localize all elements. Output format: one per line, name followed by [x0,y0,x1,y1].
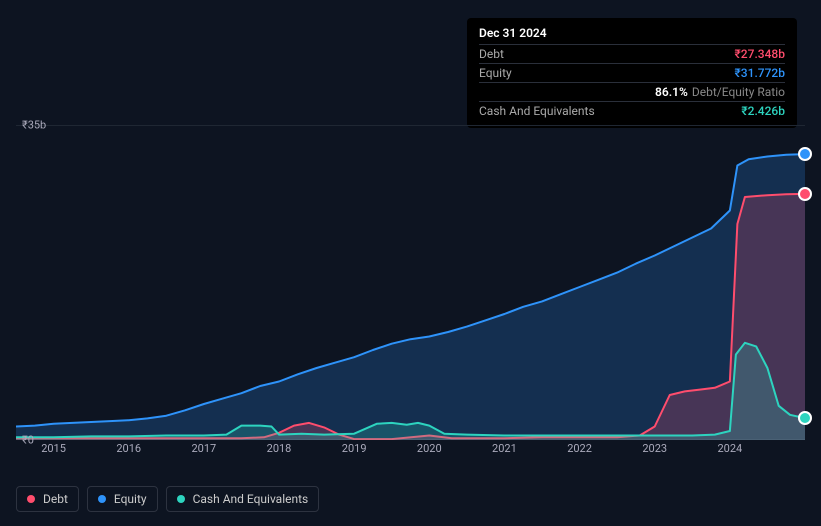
series-end-marker [798,147,812,161]
series-end-marker [798,187,812,201]
x-axis-label: 2021 [492,442,517,455]
chart-container: 2015 2016 2017 2018 2019 2020 2021 2022 2023 2024… [16,125,805,465]
tooltip-value: ₹31.772b [735,66,785,80]
legend: Debt Equity Cash And Equivalents [16,486,319,512]
tooltip-label: Equity [479,66,512,80]
legend-item-cash[interactable]: Cash And Equivalents [166,486,320,512]
legend-item-debt[interactable]: Debt [16,486,79,512]
x-axis-label: 2019 [342,442,367,455]
y-axis-label: ₹0 [22,434,34,447]
x-axis-label: 2015 [41,442,66,455]
y-axis-label: ₹35b [22,119,34,132]
tooltip-row-cash: Cash And Equivalents ₹2.426b [479,101,785,120]
legend-label: Cash And Equivalents [193,492,309,506]
tooltip-row-debt: Debt ₹27.348b [479,44,785,63]
x-axis-label: 2018 [267,442,292,455]
x-axis-label: 2023 [642,442,667,455]
x-axis: 2015 2016 2017 2018 2019 2020 2021 2022 2023 2024 [16,440,805,458]
tooltip-row-ratio: 86.1% Debt/Equity Ratio [479,82,785,101]
chart-tooltip: Dec 31 2024 Debt ₹27.348b Equity ₹31.772… [467,18,797,128]
x-axis-label: 2024 [717,442,742,455]
legend-dot [98,495,106,503]
legend-dot [177,495,185,503]
legend-label: Equity [114,492,147,506]
tooltip-label: Cash And Equivalents [479,104,595,118]
chart-svg[interactable] [16,125,805,440]
series-end-marker [798,411,812,425]
tooltip-ratio: 86.1% Debt/Equity Ratio [655,85,785,99]
tooltip-value: ₹27.348b [735,47,785,61]
tooltip-ratio-value: 86.1% [655,85,688,99]
tooltip-ratio-label: Debt/Equity Ratio [692,85,785,99]
x-axis-label: 2017 [191,442,216,455]
x-axis-label: 2022 [567,442,592,455]
legend-label: Debt [43,492,68,506]
tooltip-value: ₹2.426b [741,104,785,118]
legend-item-equity[interactable]: Equity [87,486,158,512]
tooltip-row-equity: Equity ₹31.772b [479,63,785,82]
x-axis-label: 2016 [116,442,141,455]
legend-dot [27,495,35,503]
tooltip-label: Debt [479,47,504,61]
tooltip-date: Dec 31 2024 [479,26,785,40]
x-axis-label: 2020 [417,442,442,455]
